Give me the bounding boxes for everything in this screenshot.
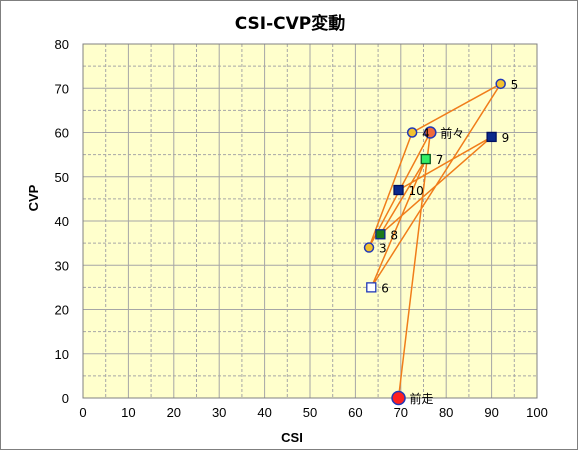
y-tick-label: 10	[55, 347, 69, 362]
x-tick-label: 40	[257, 405, 271, 420]
marker-8	[375, 229, 386, 240]
y-tick-label: 50	[55, 170, 69, 185]
marker-3	[363, 242, 375, 253]
y-tick-label: 20	[55, 303, 69, 318]
marker-4	[406, 127, 418, 138]
x-tick-label: 80	[439, 405, 453, 420]
y-tick-label: 70	[55, 81, 69, 96]
data-label-9: 9	[502, 131, 510, 145]
x-axis-label: CSI	[281, 430, 303, 445]
data-label-前走: 前走	[410, 391, 434, 406]
grid	[83, 44, 537, 398]
x-tick-label: 70	[394, 405, 408, 420]
marker-6	[366, 282, 377, 293]
x-tick-label: 90	[484, 405, 498, 420]
data-label-8: 8	[390, 228, 398, 242]
plot-border	[82, 43, 538, 399]
x-tick-label: 20	[167, 405, 181, 420]
data-label-4: 4	[422, 127, 430, 141]
y-tick-label: 80	[55, 37, 69, 52]
marker-10	[393, 184, 404, 196]
data-markers	[363, 78, 506, 406]
y-axis-label: CVP	[26, 184, 41, 211]
y-tick-label: 40	[55, 214, 69, 229]
x-tick-label: 0	[79, 405, 86, 420]
x-tick-label: 50	[303, 405, 317, 420]
data-labels: 前走 前々 3 4 5 6 7 8 9 10	[379, 78, 518, 406]
chart-title: CSI-CVP変動	[235, 13, 346, 34]
marker-前々	[424, 126, 437, 139]
x-axis-ticks: 0 10 20 30 40 50 60 70 80 90 100	[79, 405, 547, 420]
y-tick-label: 60	[55, 126, 69, 141]
data-label-10: 10	[409, 184, 424, 198]
x-tick-label: 100	[526, 405, 548, 420]
data-label-前々: 前々	[440, 126, 464, 141]
marker-7	[420, 153, 431, 165]
marker-9	[486, 131, 497, 143]
data-label-3: 3	[379, 242, 387, 256]
data-label-5: 5	[511, 78, 519, 92]
y-tick-label: 30	[55, 258, 69, 273]
marker-前走	[391, 390, 406, 406]
x-tick-label: 10	[121, 405, 135, 420]
x-tick-label: 30	[212, 405, 226, 420]
y-axis-ticks: 0 10 20 30 40 50 60 70 80	[55, 37, 69, 406]
data-label-6: 6	[381, 281, 389, 295]
marker-5	[495, 78, 506, 90]
y-tick-label: 0	[62, 391, 69, 406]
x-tick-label: 60	[348, 405, 362, 420]
data-label-7: 7	[436, 153, 444, 167]
